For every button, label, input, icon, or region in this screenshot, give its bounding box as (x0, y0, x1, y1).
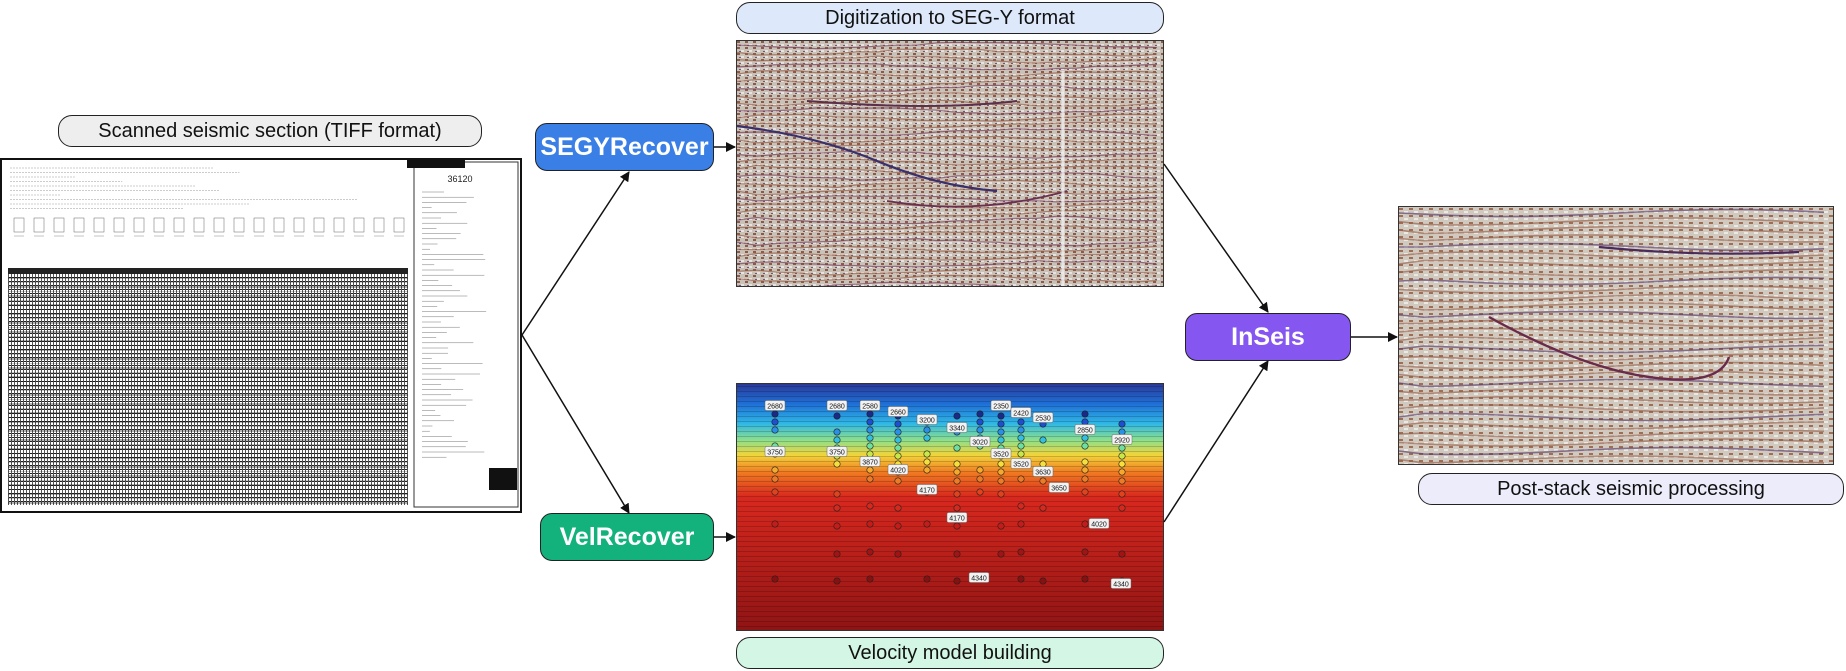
velocity-label: 2660 (887, 406, 909, 417)
velocity-label: 2680 (826, 400, 848, 411)
velocity-label: 2350 (990, 400, 1012, 411)
velocity-label: 4340 (1110, 578, 1132, 589)
velocity-label: 3650 (1048, 482, 1070, 493)
scanned-seismic-section-image: 36120 (0, 158, 522, 513)
velocity-label: 2530 (1032, 412, 1054, 423)
svg-text:3630: 3630 (1035, 470, 1051, 477)
svg-text:2680: 2680 (829, 404, 845, 411)
svg-text:2850: 2850 (1077, 428, 1093, 435)
scanned-header-number: 36120 (447, 174, 472, 184)
velocity-label: 2850 (1074, 424, 1096, 435)
velocity-label: 3200 (916, 414, 938, 425)
velocity-label: 4340 (968, 572, 990, 583)
inseis-box: InSeis (1185, 313, 1351, 361)
velocity-label: 4170 (946, 512, 968, 523)
velocity-label: 3340 (946, 422, 968, 433)
svg-text:3340: 3340 (949, 426, 965, 433)
svg-text:2350: 2350 (993, 404, 1009, 411)
velocity-label: 4020 (1088, 518, 1110, 529)
arrow-scan-to-velrecover (521, 334, 630, 514)
velocity-label: 3750 (764, 446, 786, 457)
velocity-label: 3750 (826, 446, 848, 457)
poststack-processing-caption: Post-stack seismic processing (1418, 473, 1844, 505)
svg-text:3520: 3520 (993, 452, 1009, 459)
svg-text:4020: 4020 (1091, 522, 1107, 529)
velocity-label: 3630 (1032, 466, 1054, 477)
svg-text:4170: 4170 (949, 516, 965, 523)
arrow-velocity-to-inseis (1163, 360, 1269, 523)
svg-text:2680: 2680 (767, 404, 783, 411)
velocity-label: 3520 (990, 448, 1012, 459)
velrecover-box: VelRecover (540, 513, 714, 561)
velocity-label: 2420 (1010, 407, 1032, 418)
digitization-caption: Digitization to SEG-Y format (736, 2, 1164, 34)
velocity-label: 2680 (764, 400, 786, 411)
velocity-model-caption: Velocity model building (736, 637, 1164, 669)
digitized-segy-image (736, 40, 1164, 287)
velocity-label: 4170 (916, 484, 938, 495)
svg-text:3650: 3650 (1051, 486, 1067, 493)
svg-text:4020: 4020 (890, 468, 906, 475)
velocity-label: 2580 (859, 400, 881, 411)
poststack-seismic-image (1398, 206, 1834, 465)
velocity-label: 3870 (859, 456, 881, 467)
svg-text:3020: 3020 (972, 440, 988, 447)
velocity-label: 2920 (1111, 434, 1133, 445)
scanned-section-caption: Scanned seismic section (TIFF format) (58, 115, 482, 147)
svg-text:3870: 3870 (862, 460, 878, 467)
svg-text:2420: 2420 (1013, 411, 1029, 418)
svg-text:4340: 4340 (1113, 582, 1129, 589)
svg-text:3200: 3200 (919, 418, 935, 425)
arrow-scan-to-segyrecover (521, 171, 630, 336)
velocity-label: 3020 (969, 436, 991, 447)
svg-text:2920: 2920 (1114, 438, 1130, 445)
scanned-section-graphic: 36120 (8, 160, 519, 508)
svg-text:2530: 2530 (1035, 416, 1051, 423)
velocity-label: 3520 (1010, 458, 1032, 469)
velocity-model-image: 2680 2680 2580 2660 3200 3340 3020 2350 2420 2530… (736, 383, 1164, 631)
velocity-label: 4020 (887, 464, 909, 475)
svg-text:4340: 4340 (971, 576, 987, 583)
svg-text:3520: 3520 (1013, 462, 1029, 469)
svg-text:2660: 2660 (890, 410, 906, 417)
svg-text:3750: 3750 (829, 450, 845, 457)
segyrecover-box: SEGYRecover (535, 123, 714, 171)
svg-text:3750: 3750 (767, 450, 783, 457)
svg-text:2580: 2580 (862, 404, 878, 411)
arrow-digitization-to-inseis (1163, 163, 1269, 313)
svg-text:4170: 4170 (919, 488, 935, 495)
